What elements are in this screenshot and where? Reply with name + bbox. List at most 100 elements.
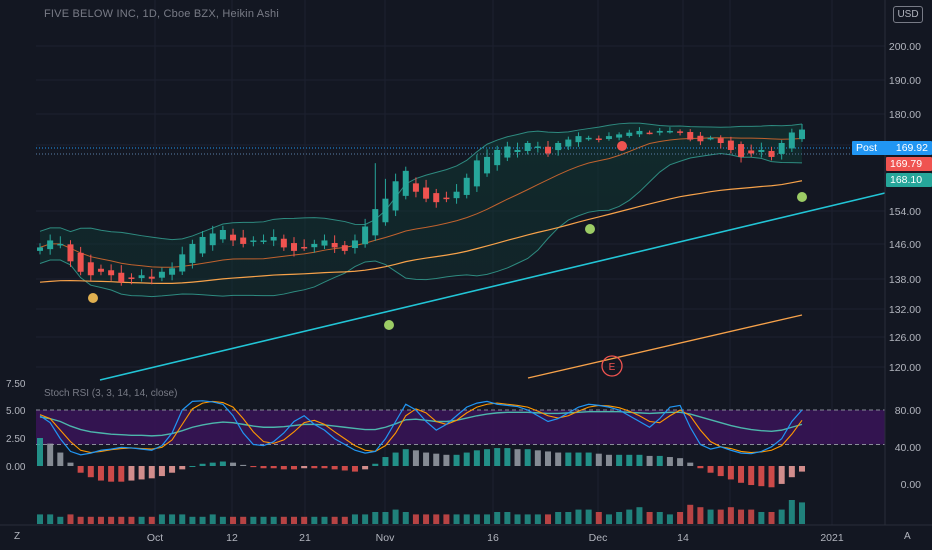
time-tick-label: Oct xyxy=(147,532,163,544)
macd-bar xyxy=(47,443,54,466)
candle-body xyxy=(575,136,582,143)
volume-bar xyxy=(626,509,633,524)
candle-body xyxy=(555,143,562,151)
volume-bar xyxy=(47,514,54,524)
volume-bar xyxy=(412,514,419,524)
stoch-band-fill xyxy=(36,410,885,445)
macd-bar xyxy=(717,466,724,477)
currency-button[interactable]: USD xyxy=(893,6,923,23)
trendline-main xyxy=(99,192,886,381)
candle-body xyxy=(412,183,419,192)
volume-bar xyxy=(636,507,643,524)
stoch-tick-label: 0.00 xyxy=(901,479,922,491)
candle-body xyxy=(799,129,805,140)
macd-bar xyxy=(362,466,369,470)
candle-body xyxy=(494,149,501,166)
bollinger-upper xyxy=(39,122,803,241)
auto-scale-icon[interactable]: A xyxy=(904,531,911,542)
candle-body xyxy=(382,198,389,223)
candle-body xyxy=(687,132,694,140)
candles xyxy=(37,124,805,286)
macd-bar xyxy=(555,452,562,466)
prev-price-value: 168.10 xyxy=(890,174,923,186)
candle-body xyxy=(97,268,104,272)
volume-bar xyxy=(351,514,358,524)
macd-tick-label: 7.50 xyxy=(6,379,26,390)
volume-bar xyxy=(453,514,460,524)
macd-bar xyxy=(463,452,470,466)
candle-body xyxy=(443,197,450,200)
macd-bar xyxy=(626,454,633,466)
candle-body xyxy=(717,138,724,143)
macd-bar xyxy=(799,466,805,472)
volume-bar xyxy=(372,512,379,524)
candle-body xyxy=(351,240,358,249)
macd-bar xyxy=(545,451,551,466)
volume-bar xyxy=(575,509,582,524)
volume-bar xyxy=(37,514,43,524)
volume-bar xyxy=(433,514,440,524)
macd-bar xyxy=(402,449,409,466)
candle-body xyxy=(585,137,592,140)
candle-body xyxy=(626,132,633,136)
candle-body xyxy=(362,226,369,245)
candle-body xyxy=(240,237,247,244)
volume-bar xyxy=(402,512,409,524)
candle-body xyxy=(545,146,551,154)
macd-bar xyxy=(301,466,308,469)
volume-bar xyxy=(169,514,176,524)
macd-bar xyxy=(677,458,684,466)
time-tick-label: 16 xyxy=(487,532,499,544)
macd-bar xyxy=(443,454,450,466)
macd-bar xyxy=(707,466,714,473)
trendline[interactable] xyxy=(36,147,886,381)
signal-dot xyxy=(585,224,595,234)
price-tick-label: 190.00 xyxy=(889,75,921,87)
volume-bar xyxy=(799,502,805,524)
stoch-band xyxy=(36,409,885,445)
candle-body xyxy=(768,150,775,157)
zoom-icon[interactable]: Z xyxy=(14,531,21,542)
volume-bar xyxy=(158,514,165,524)
candle-body xyxy=(331,242,338,248)
candle-body xyxy=(524,143,531,151)
volume-bar xyxy=(727,507,734,524)
volume-bar xyxy=(595,512,602,524)
candle-body xyxy=(788,132,795,149)
volume-bar xyxy=(666,514,673,524)
trendline-projection xyxy=(527,314,803,379)
macd-bar xyxy=(514,449,521,466)
stoch-d-line xyxy=(39,400,803,454)
macd-bar xyxy=(97,466,104,481)
macd-bar xyxy=(280,466,287,470)
volume-bar xyxy=(179,514,186,524)
signal-dot xyxy=(88,293,98,303)
volume-bar xyxy=(697,507,704,524)
volume-bar xyxy=(219,516,226,524)
candle-body xyxy=(727,140,734,150)
macd-bar xyxy=(128,466,135,481)
macd-bar xyxy=(778,466,785,484)
candle-body xyxy=(666,130,673,133)
candle-body xyxy=(656,130,663,133)
macd-bar xyxy=(138,466,145,480)
candle-body xyxy=(677,131,684,133)
candle-body xyxy=(738,144,745,157)
macd-bar xyxy=(484,449,491,466)
volume-bar xyxy=(87,516,94,524)
volume-bar xyxy=(382,512,389,524)
price-tick-label: 146.00 xyxy=(889,239,921,251)
macd-bar xyxy=(697,466,704,469)
signal-markers: E xyxy=(88,141,807,377)
candle-body xyxy=(250,240,257,242)
bollinger-basis xyxy=(39,137,803,268)
volume-bar xyxy=(778,509,785,524)
macd-bar xyxy=(494,448,501,466)
macd-bar xyxy=(37,438,43,466)
macd-bar xyxy=(189,466,196,467)
macd-histogram xyxy=(37,438,805,488)
candle-body xyxy=(47,240,54,250)
macd-bar xyxy=(108,466,115,482)
macd-bar xyxy=(372,463,379,466)
